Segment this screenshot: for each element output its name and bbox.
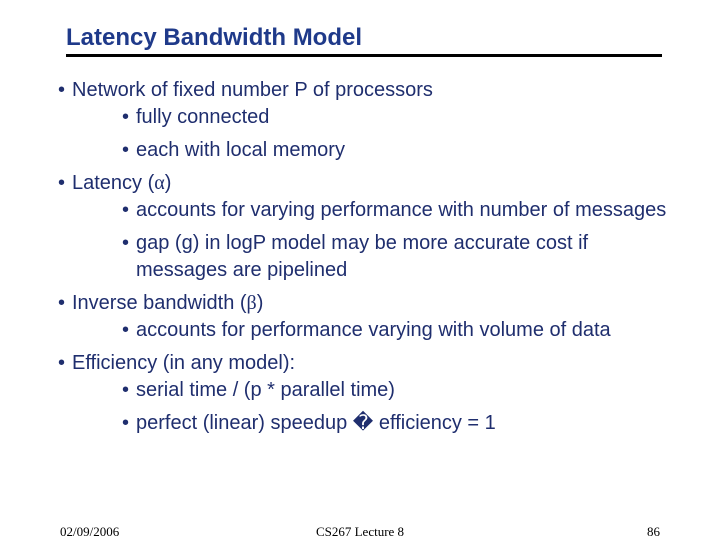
title-rule: Latency Bandwidth Model (66, 24, 662, 57)
slide: Latency Bandwidth Model Network of fixed… (0, 0, 720, 540)
footer-page-number: 86 (647, 524, 660, 540)
bullet-text: serial time / (p * parallel time) (136, 379, 395, 401)
bullet-item: fully connected (122, 104, 672, 131)
bullet-text: perfect (linear) speedup (136, 412, 353, 434)
slide-title: Latency Bandwidth Model (66, 24, 662, 52)
bullet-text: ) (165, 172, 172, 194)
bullet-text: accounts for varying performance with nu… (136, 199, 666, 221)
bullet-item: serial time / (p * parallel time) (122, 377, 672, 404)
bullet-item: accounts for varying performance with nu… (122, 197, 672, 224)
greek-beta: β (247, 292, 257, 314)
bullet-text: each with local memory (136, 139, 345, 161)
bullet-text: Network of fixed number P of processors (72, 79, 433, 101)
bullet-item: Inverse bandwidth (β) accounts for perfo… (58, 290, 672, 344)
bullet-text: accounts for performance varying with vo… (136, 319, 611, 341)
bullet-item: accounts for performance varying with vo… (122, 317, 672, 344)
bullet-text: fully connected (136, 106, 269, 128)
bullet-list-level1: Network of fixed number P of processors … (48, 77, 672, 437)
bullet-text: Inverse bandwidth ( (72, 292, 247, 314)
bullet-item: gap (g) in logP model may be more accura… (122, 230, 672, 284)
bullet-list-level2: fully connected each with local memory (72, 104, 672, 164)
slide-content: Network of fixed number P of processors … (48, 77, 672, 437)
bullet-item: Efficiency (in any model): serial time /… (58, 350, 672, 437)
bullet-text: efficiency = 1 (373, 412, 495, 434)
bullet-text: ) (257, 292, 264, 314)
bullet-list-level2: accounts for performance varying with vo… (72, 317, 672, 344)
bullet-text: gap (g) in logP model may be more accura… (136, 232, 588, 281)
bullet-text: Efficiency (in any model): (72, 352, 295, 374)
footer-lecture: CS267 Lecture 8 (0, 524, 720, 540)
bullet-text: Latency ( (72, 172, 154, 194)
bullet-list-level2: accounts for varying performance with nu… (72, 197, 672, 284)
arrow-glyph: � (353, 412, 374, 434)
bullet-item: Network of fixed number P of processors … (58, 77, 672, 164)
greek-alpha: α (154, 172, 164, 194)
bullet-item: Latency (α) accounts for varying perform… (58, 170, 672, 284)
bullet-item: perfect (linear) speedup � efficiency = … (122, 410, 672, 437)
bullet-item: each with local memory (122, 137, 672, 164)
bullet-list-level2: serial time / (p * parallel time) perfec… (72, 377, 672, 437)
